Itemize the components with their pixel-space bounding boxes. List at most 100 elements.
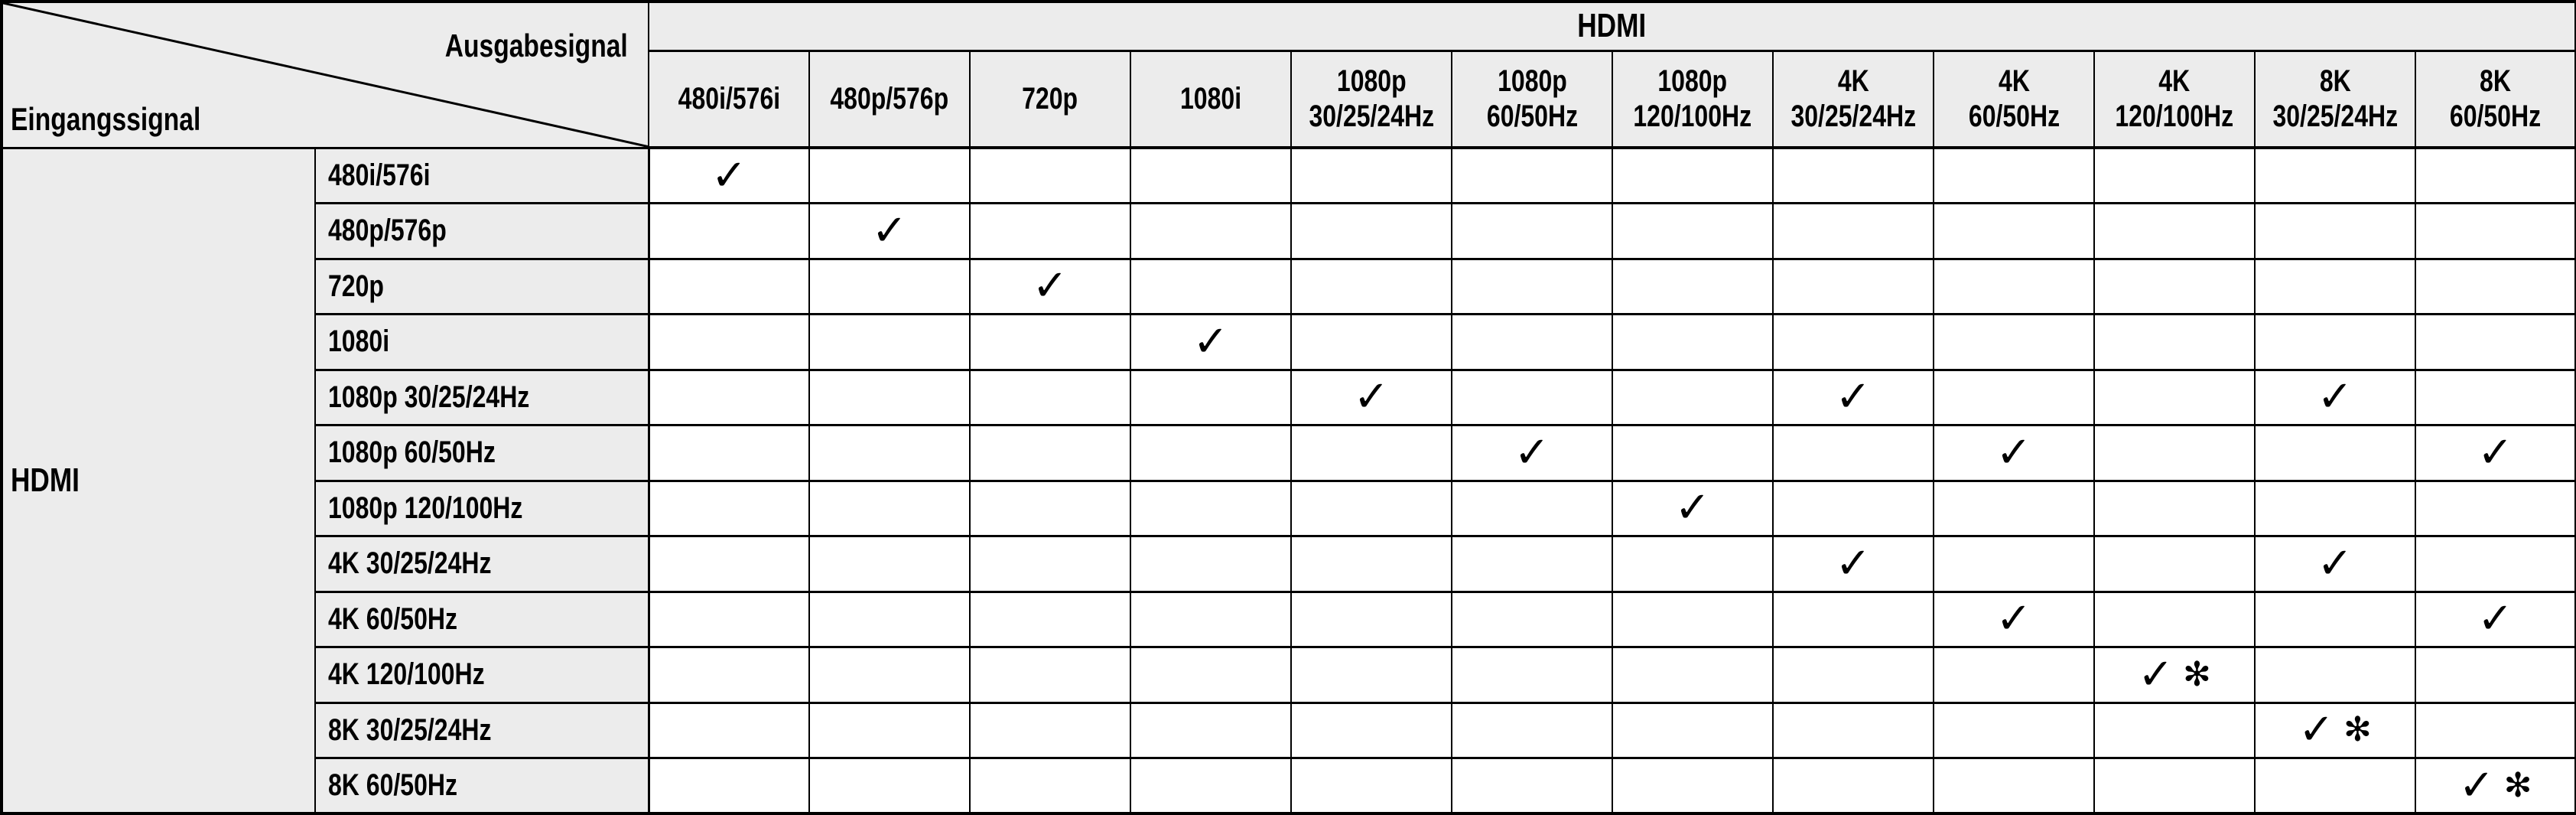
matrix-cell-empty [808, 313, 971, 371]
matrix-cell-empty [808, 146, 971, 204]
matrix-cell-empty [1772, 479, 1934, 537]
table-row: 8K 60/50Hz ✓ ✻ [2, 757, 2576, 815]
matrix-cell-empty [2093, 757, 2256, 815]
matrix-cell-empty [969, 646, 1131, 704]
matrix-cell-empty [648, 535, 810, 593]
column-header-label: 720p [1022, 82, 1078, 116]
matrix-cell-empty [648, 479, 810, 537]
row-header-2: 480p/576p [314, 202, 650, 260]
column-header-label: 4K 60/50Hz [1968, 64, 2060, 134]
asterisk-icon: ✻ [2503, 765, 2532, 805]
matrix-cell-empty [648, 646, 810, 704]
matrix-cell-checked: ✓ [1612, 479, 1774, 537]
matrix-cell-empty [1290, 146, 1452, 204]
matrix-cell-empty [1933, 535, 2095, 593]
matrix-cell-empty [2093, 424, 2256, 482]
column-header-4: 1080i [1130, 49, 1292, 149]
table-row: 1080p 120/100Hz ✓ [2, 479, 2576, 537]
check-icon: ✓ [1192, 316, 1229, 367]
matrix-cell-empty [808, 646, 971, 704]
check-icon: ✓ [711, 150, 747, 200]
matrix-cell-checked: ✓ [1772, 535, 1934, 593]
row-header-label: 480p/576p [328, 214, 447, 248]
matrix-cell-empty [2254, 257, 2416, 315]
matrix-cell-empty [969, 757, 1131, 815]
matrix-cell-checked: ✓ ✻ [2254, 701, 2416, 759]
matrix-cell-empty [1451, 257, 1613, 315]
matrix-cell-empty [808, 479, 971, 537]
matrix-cell-empty [969, 535, 1131, 593]
matrix-cell-empty [1612, 146, 1774, 204]
matrix-cell-empty [1612, 757, 1774, 815]
matrix-cell-empty [1772, 257, 1934, 315]
column-header-9: 4K 60/50Hz [1933, 49, 2095, 149]
row-header-11: 8K 30/25/24Hz [314, 701, 650, 759]
matrix-cell-empty [2414, 368, 2576, 426]
matrix-cell-empty [1933, 368, 2095, 426]
column-header-label: 480p/576p [830, 82, 949, 116]
row-header-label: 720p [328, 269, 384, 303]
matrix-cell-empty [2414, 646, 2576, 704]
matrix-cell-empty [1451, 479, 1613, 537]
output-header-row: Ausgabesignal Eingangssignal HDMI [1, 0, 2576, 149]
row-header-5: 1080p 30/25/24Hz [314, 368, 650, 426]
matrix-cell-empty [1612, 202, 1774, 260]
matrix-cell-empty [808, 424, 971, 482]
matrix-cell-empty [2254, 757, 2416, 815]
check-icon: ✓ [1032, 261, 1068, 311]
matrix-cell-empty [1772, 701, 1934, 759]
matrix-cell-checked: ✓ [2414, 590, 2576, 648]
row-header-label: 480i/576i [328, 158, 431, 192]
column-header-7: 1080p 120/100Hz [1612, 49, 1774, 149]
matrix-cell-empty [2093, 368, 2256, 426]
row-header-label: 4K 30/25/24Hz [328, 546, 492, 581]
matrix-cell-empty [2093, 146, 2256, 204]
matrix-cell-empty [2254, 313, 2416, 371]
matrix-cell-empty [648, 590, 810, 648]
row-header-7: 1080p 120/100Hz [314, 479, 650, 537]
matrix-cell-empty [969, 313, 1131, 371]
matrix-cell-empty [969, 202, 1131, 260]
column-header-2: 480p/576p [808, 49, 971, 149]
column-header-label: 4K 120/100Hz [2115, 64, 2234, 134]
matrix-cell-empty [808, 701, 971, 759]
table-row: 4K 120/100Hz ✓ ✻ [2, 646, 2576, 704]
row-header-label: 1080p 120/100Hz [328, 491, 523, 525]
row-header-label: 1080i [328, 324, 390, 359]
matrix-cell-empty [1772, 313, 1934, 371]
output-group-header: HDMI [647, 0, 2576, 52]
matrix-cell-empty [1290, 701, 1452, 759]
matrix-cell-empty [2414, 202, 2576, 260]
input-signal-label: Eingangssignal [11, 100, 201, 137]
matrix-cell-checked: ✓ ✻ [2414, 757, 2576, 815]
check-icon: ✓ [871, 205, 908, 256]
column-header-11: 8K 30/25/24Hz [2254, 49, 2416, 149]
matrix-cell-empty [2414, 535, 2576, 593]
matrix-cell-empty [1290, 479, 1452, 537]
check-icon: ✓ [2138, 649, 2174, 699]
row-header-label: 1080p 30/25/24Hz [328, 380, 530, 414]
matrix-cell-empty [1451, 368, 1613, 426]
matrix-cell-checked: ✓ [2414, 424, 2576, 482]
check-icon: ✓ [2458, 760, 2495, 810]
matrix-cell-empty [648, 757, 810, 815]
column-header-label: 1080p 60/50Hz [1486, 64, 1578, 134]
matrix-cell-empty [1451, 535, 1613, 593]
matrix-cell-empty [648, 313, 810, 371]
output-signal-label: Ausgabesignal [445, 28, 628, 64]
matrix-cell-checked: ✓ [969, 257, 1131, 315]
column-header-5: 1080p 30/25/24Hz [1290, 49, 1452, 149]
matrix-cell-checked: ✓ [1130, 313, 1292, 371]
matrix-cell-empty [969, 701, 1131, 759]
row-header-4: 1080i [314, 313, 650, 371]
matrix-cell-checked: ✓ [1290, 368, 1452, 426]
output-group-label: HDMI [1577, 7, 1647, 45]
matrix-cell-empty [2093, 701, 2256, 759]
matrix-cell-empty [2414, 701, 2576, 759]
matrix-cell-empty [2254, 424, 2416, 482]
matrix-cell-empty [1612, 257, 1774, 315]
matrix-cell-empty [808, 257, 971, 315]
matrix-cell-empty [1130, 590, 1292, 648]
matrix-cell-empty [1772, 590, 1934, 648]
